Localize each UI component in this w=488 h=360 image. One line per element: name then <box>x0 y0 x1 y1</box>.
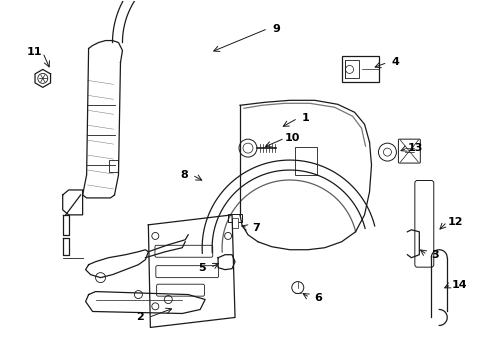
Text: 14: 14 <box>450 280 466 289</box>
FancyBboxPatch shape <box>414 180 433 267</box>
Bar <box>341 57 379 82</box>
FancyBboxPatch shape <box>156 284 204 296</box>
FancyBboxPatch shape <box>155 245 212 257</box>
Text: 3: 3 <box>430 250 438 260</box>
FancyBboxPatch shape <box>398 139 420 163</box>
Text: 9: 9 <box>271 24 279 33</box>
Text: 8: 8 <box>180 170 188 180</box>
Text: 11: 11 <box>27 48 42 58</box>
Bar <box>227 214 242 222</box>
Bar <box>108 160 118 172</box>
Text: 2: 2 <box>136 312 144 323</box>
Text: 4: 4 <box>391 58 399 67</box>
Text: 7: 7 <box>252 223 259 233</box>
Text: 1: 1 <box>301 113 309 123</box>
Text: 6: 6 <box>313 293 321 302</box>
Text: 5: 5 <box>198 263 205 273</box>
Text: 13: 13 <box>407 143 422 153</box>
Text: 12: 12 <box>447 217 462 227</box>
Text: 10: 10 <box>285 133 300 143</box>
FancyBboxPatch shape <box>156 266 218 278</box>
Bar <box>294 147 316 175</box>
Bar <box>344 60 358 78</box>
Bar <box>232 218 238 228</box>
